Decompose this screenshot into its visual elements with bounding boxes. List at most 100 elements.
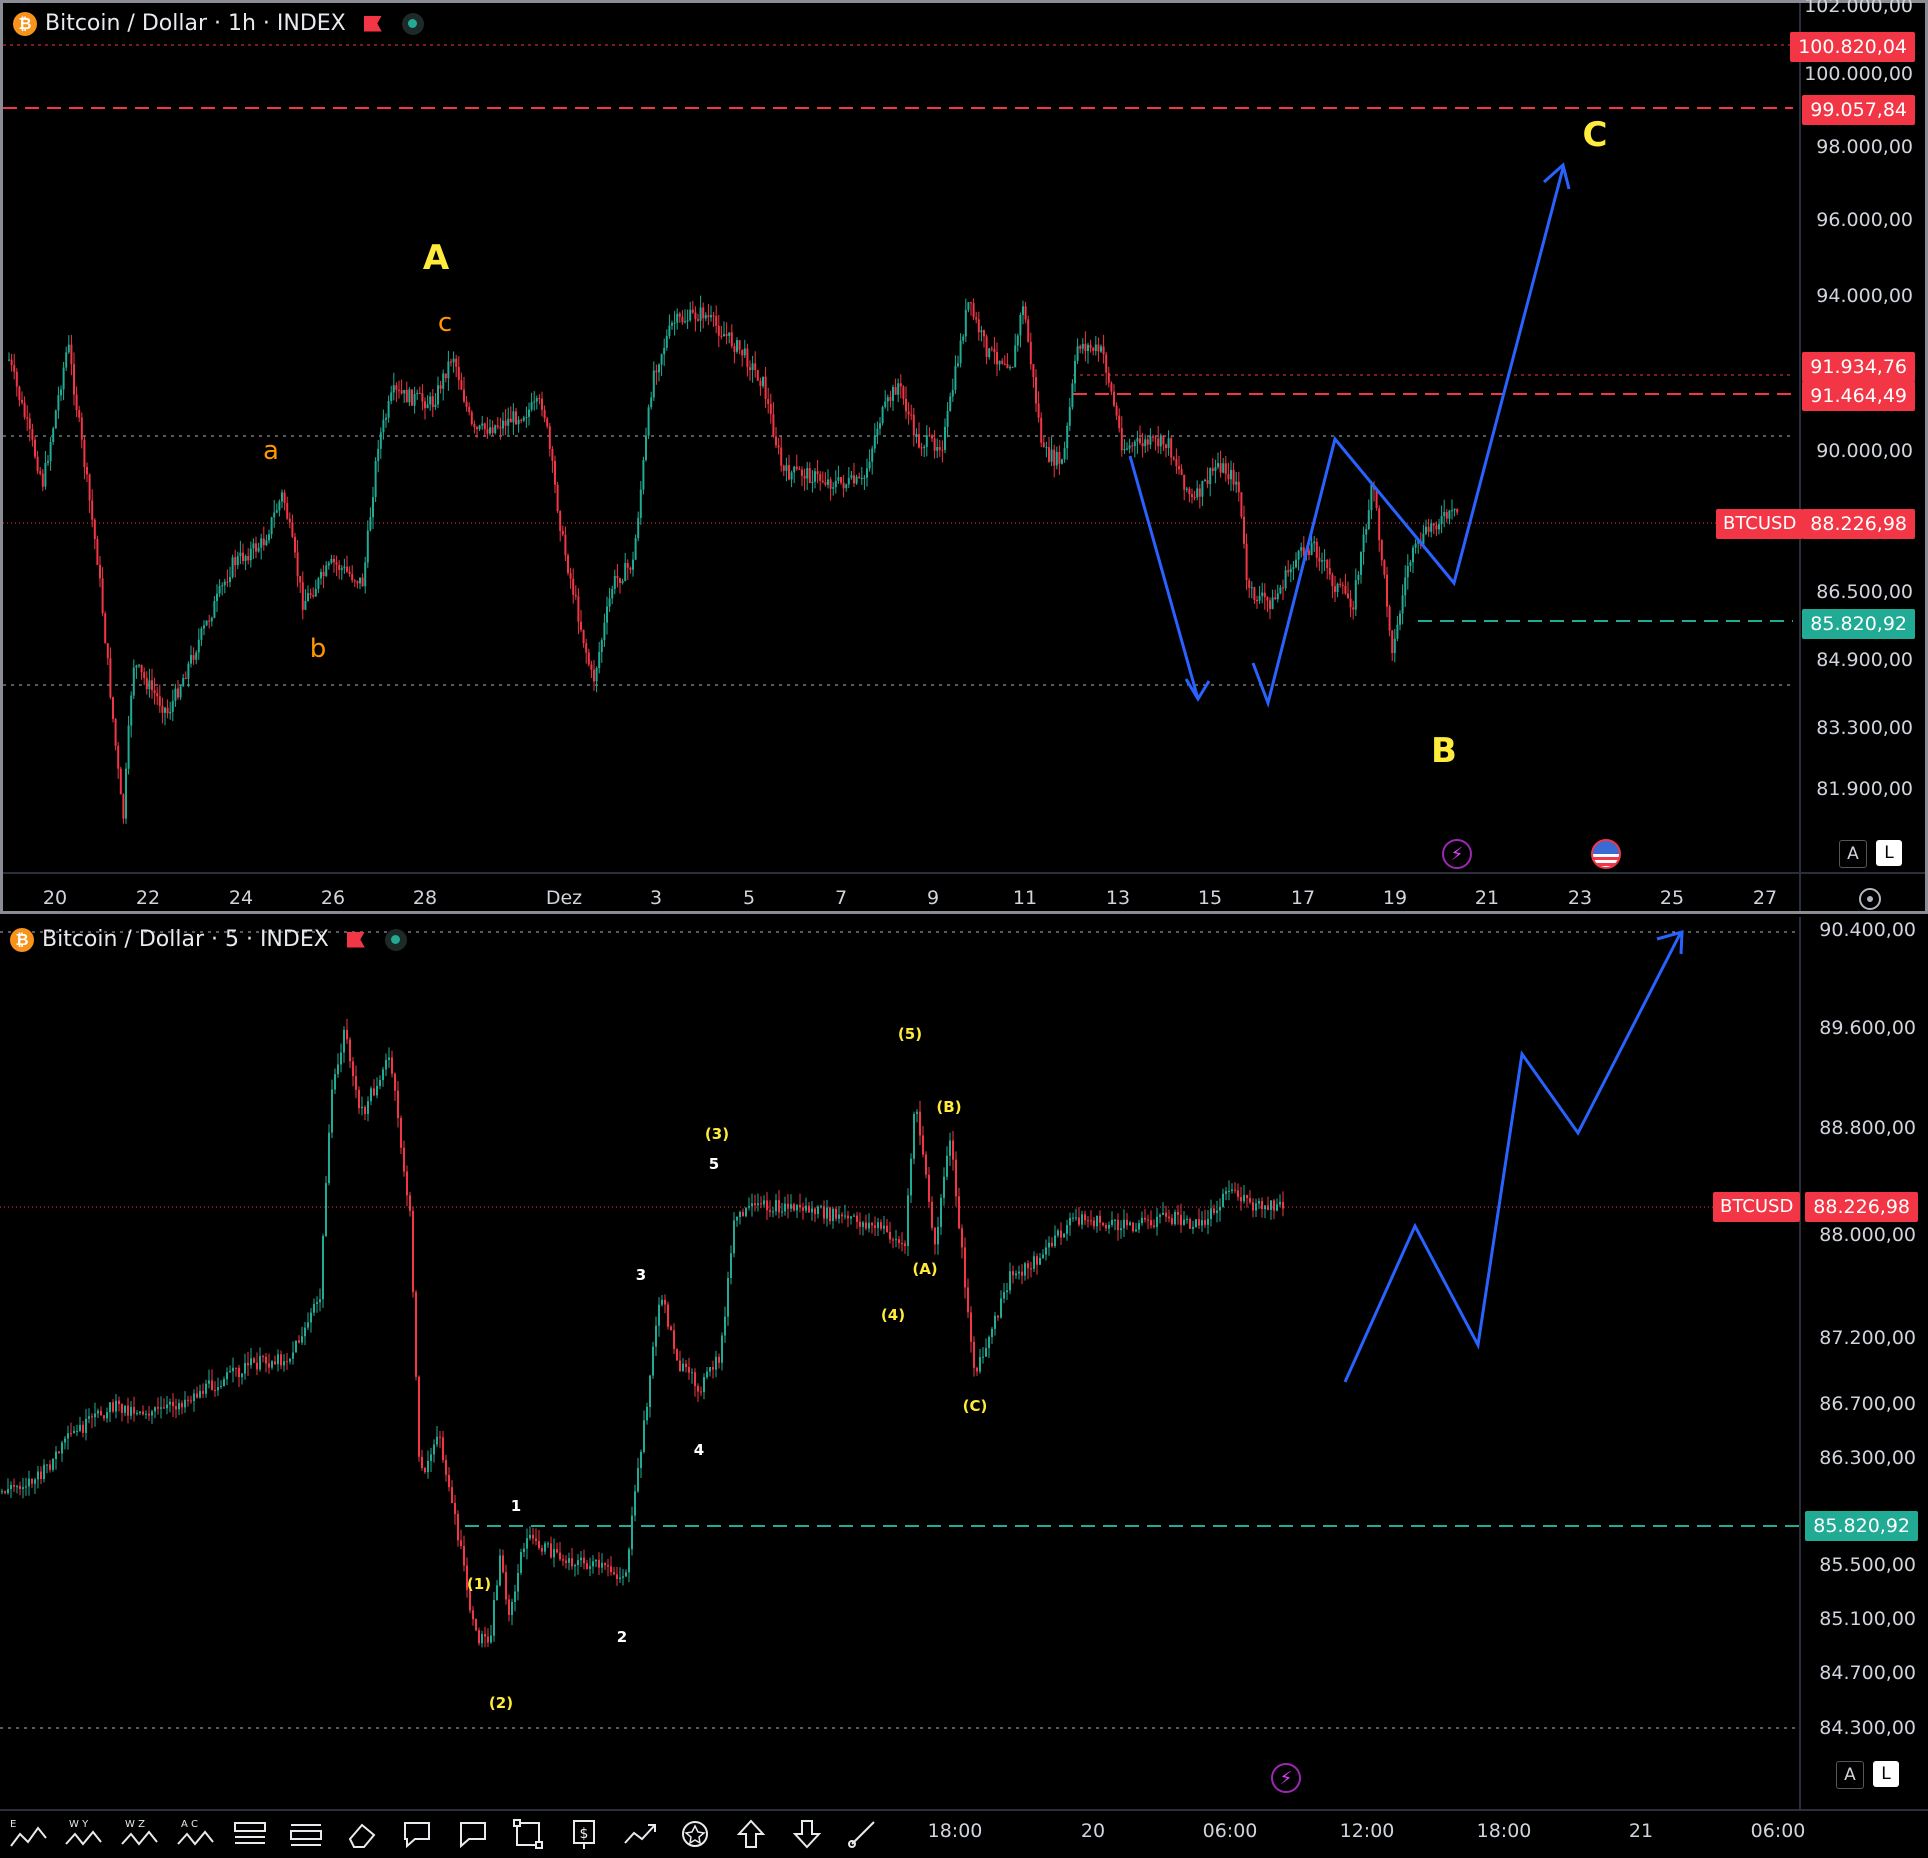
symbol-title[interactable]: Bitcoin / Dollar · 1h · INDEX <box>45 11 346 36</box>
candle-body <box>94 1413 96 1418</box>
callout-icon[interactable] <box>389 1812 445 1856</box>
price-tag-91934[interactable]: 91.934,76 <box>1802 352 1915 382</box>
price-axis-label: 98.000,00 <box>1816 136 1913 158</box>
wave-label-A[interactable]: A <box>422 238 450 278</box>
flag-icon[interactable] <box>346 931 365 948</box>
price-tag-91464[interactable]: 91.464,49 <box>1802 381 1915 411</box>
comment-icon[interactable] <box>445 1812 501 1856</box>
candle-body <box>589 1566 591 1569</box>
candle-body <box>606 606 608 623</box>
path-icon[interactable] <box>612 1812 668 1856</box>
wave-label-3-paren[interactable]: (3) <box>704 1125 730 1143</box>
wave-label-2[interactable]: 2 <box>616 1628 628 1646</box>
wave-label-B-paren[interactable]: (B) <box>936 1098 962 1116</box>
market-status-icon[interactable] <box>384 928 407 951</box>
candle-body <box>385 417 387 420</box>
wave-label-b[interactable]: b <box>309 634 327 664</box>
candle-body <box>1443 512 1446 517</box>
candle-body <box>884 401 887 408</box>
candle-body <box>1027 1263 1029 1269</box>
eraser-icon[interactable] <box>334 1812 390 1856</box>
wave-label-1[interactable]: 1 <box>510 1497 522 1515</box>
settings-gear-icon[interactable] <box>1859 888 1881 910</box>
wave-label-c[interactable]: c <box>437 308 453 338</box>
elliott-double-combo-icon[interactable]: W Z <box>111 1812 167 1856</box>
wave-label-3[interactable]: 3 <box>635 1266 647 1284</box>
wave-label-1-paren[interactable]: (1) <box>466 1575 492 1593</box>
wave-label-A-paren[interactable]: (A) <box>912 1260 938 1278</box>
wave-label-5-paren[interactable]: (5) <box>897 1025 923 1043</box>
candle-body <box>1123 1219 1125 1229</box>
arrow-up-icon[interactable] <box>723 1812 779 1856</box>
candle-body <box>247 555 250 561</box>
candle-body <box>4 1491 6 1494</box>
us-flag-event-icon[interactable] <box>1591 839 1621 869</box>
log-scale-button[interactable]: L <box>1876 840 1902 866</box>
candle-body <box>559 511 562 531</box>
top-symbol-header[interactable]: ₿ Bitcoin / Dollar · 1h · INDEX <box>13 11 424 36</box>
wave-label-4[interactable]: 4 <box>693 1441 705 1459</box>
flag-icon[interactable] <box>363 15 382 32</box>
candle-body <box>746 348 749 368</box>
candle-body <box>1096 1215 1098 1227</box>
candle-body <box>1378 508 1381 541</box>
candle-body <box>661 1299 663 1305</box>
price-tag-99057[interactable]: 99.057,84 <box>1802 95 1915 125</box>
candle-body <box>307 593 309 601</box>
bottom-chart-canvas[interactable] <box>0 917 1928 1858</box>
elliott-triangle-icon[interactable]: W Y <box>56 1812 112 1856</box>
price-label-icon[interactable]: $ <box>556 1812 612 1856</box>
wave-label-a[interactable]: a <box>263 436 279 466</box>
candle-body <box>767 399 770 405</box>
anchor-icon[interactable] <box>668 1812 724 1856</box>
candle-body <box>964 1247 966 1288</box>
candle-body <box>538 398 541 400</box>
wave-label-2-paren[interactable]: (2) <box>488 1694 514 1712</box>
candle-body <box>754 1203 756 1206</box>
candle-body <box>550 1543 552 1558</box>
lightning-event-icon[interactable]: ⚡ <box>1271 1763 1301 1793</box>
wave-label-C[interactable]: C <box>1582 115 1608 155</box>
projection-down-leg[interactable] <box>1128 455 1200 700</box>
candle-body <box>55 1451 57 1460</box>
bottom-chart-pane[interactable]: ₿ Bitcoin / Dollar · 5 · INDEX (1) (2) (… <box>0 917 1928 1858</box>
arrow-down-icon[interactable] <box>779 1812 835 1856</box>
projection-path[interactable] <box>1251 167 1565 709</box>
log-scale-button[interactable]: L <box>1873 1761 1899 1787</box>
candle-body <box>993 348 996 353</box>
symbol-title[interactable]: Bitcoin / Dollar · 5 · INDEX <box>42 927 329 952</box>
candle-body <box>1170 438 1173 458</box>
market-status-icon[interactable] <box>401 12 424 35</box>
rectangle-icon[interactable] <box>501 1812 557 1856</box>
candle-body <box>86 467 88 475</box>
candle-body <box>889 397 892 401</box>
bottom-symbol-header[interactable]: ₿ Bitcoin / Dollar · 5 · INDEX <box>10 927 407 952</box>
candle-body <box>1243 1195 1245 1202</box>
lightning-event-icon[interactable]: ⚡ <box>1442 839 1472 869</box>
top-chart-pane[interactable]: ₿ Bitcoin / Dollar · 1h · INDEX A B C a … <box>0 0 1928 914</box>
auto-scale-button[interactable]: A <box>1839 840 1867 868</box>
candle-body <box>941 449 944 451</box>
short-position-icon[interactable] <box>278 1812 334 1856</box>
elliott-correction-icon[interactable]: A C <box>167 1812 223 1856</box>
elliott-impulse-icon[interactable]: E <box>0 1812 56 1856</box>
candle-body <box>676 1348 678 1361</box>
candle-body <box>433 1444 435 1455</box>
wave-label-5[interactable]: 5 <box>708 1155 720 1173</box>
brush-icon[interactable] <box>834 1812 890 1856</box>
top-chart-canvas[interactable] <box>3 3 1925 911</box>
projection-path[interactable] <box>1343 933 1682 1383</box>
candle-body <box>1048 1242 1050 1248</box>
candle-body <box>100 1410 102 1416</box>
candle-body <box>1204 1220 1206 1225</box>
price-tag-85820[interactable]: 85.820,92 <box>1802 609 1915 639</box>
auto-scale-button[interactable]: A <box>1836 1761 1864 1789</box>
price-tag-85820[interactable]: 85.820,92 <box>1805 1511 1918 1541</box>
price-tag-100820[interactable]: 100.820,04 <box>1790 32 1915 62</box>
long-position-icon[interactable] <box>223 1812 279 1856</box>
wave-label-B[interactable]: B <box>1431 731 1457 771</box>
candle-body <box>361 577 364 587</box>
wave-label-4-paren[interactable]: (4) <box>880 1306 906 1324</box>
wave-label-C-paren[interactable]: (C) <box>962 1397 988 1415</box>
time-axis-label: Dez <box>545 887 583 909</box>
